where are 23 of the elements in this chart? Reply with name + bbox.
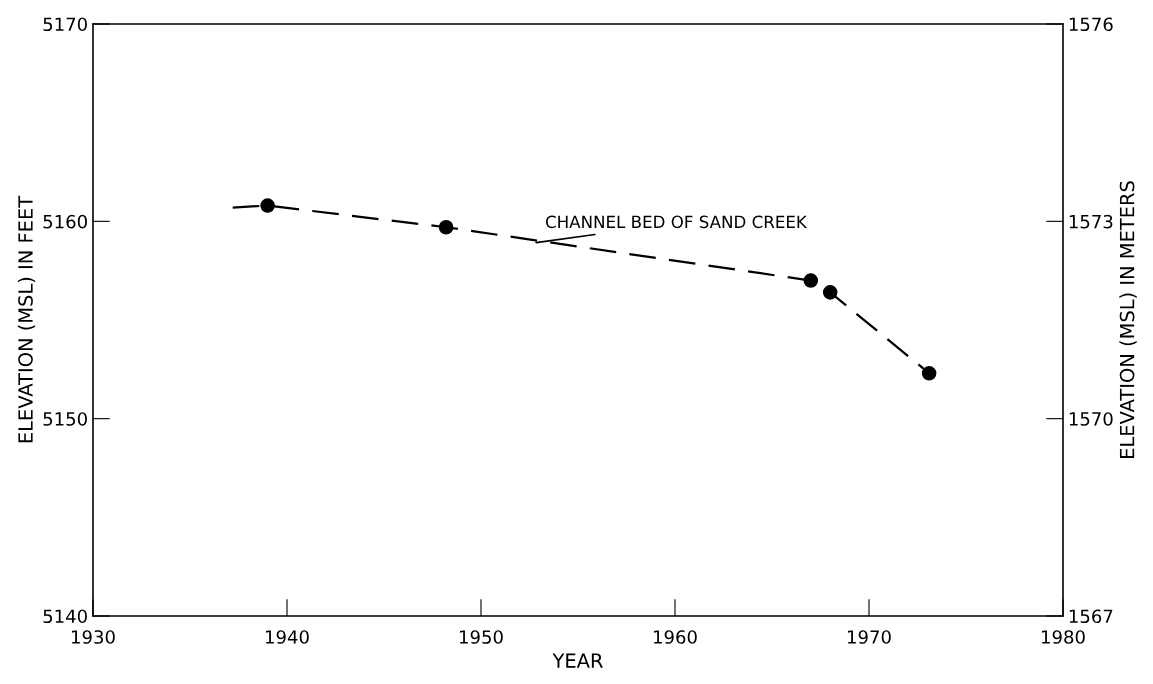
y-tick-label: 5150 — [43, 412, 87, 426]
x-tick-label: 1980 — [1042, 630, 1085, 644]
y2-axis-title: ELEVATION (MSL) IN METERS — [1119, 181, 1137, 458]
y-tick-label: 5160 — [43, 214, 87, 229]
y2-tick-label: 1570 — [1069, 412, 1113, 426]
point — [260, 198, 275, 213]
point — [803, 273, 819, 288]
y2-tick-label: 1576 — [1069, 17, 1113, 32]
y-tick-label: 5140 — [43, 609, 87, 624]
x-tick-label: 1970 — [848, 630, 891, 644]
x-tick-label: 1960 — [654, 630, 697, 644]
point — [822, 285, 838, 300]
y-tick-label: 5170 — [43, 17, 87, 32]
x-axis-title: YEAR — [552, 653, 603, 668]
y2-tick-label: 1573 — [1069, 214, 1113, 229]
point — [921, 365, 937, 381]
x-tick-label: 1930 — [72, 630, 115, 644]
x-tick-label: 1950 — [460, 630, 503, 644]
y2-tick-label: 1567 — [1069, 609, 1113, 624]
annotation: CHANNEL BED OF SAND CREEK — [545, 215, 808, 229]
point — [438, 219, 454, 235]
y-axis-title: ELEVATION (MSL) IN FEET — [17, 195, 36, 443]
x-tick-label: 1940 — [266, 630, 309, 644]
